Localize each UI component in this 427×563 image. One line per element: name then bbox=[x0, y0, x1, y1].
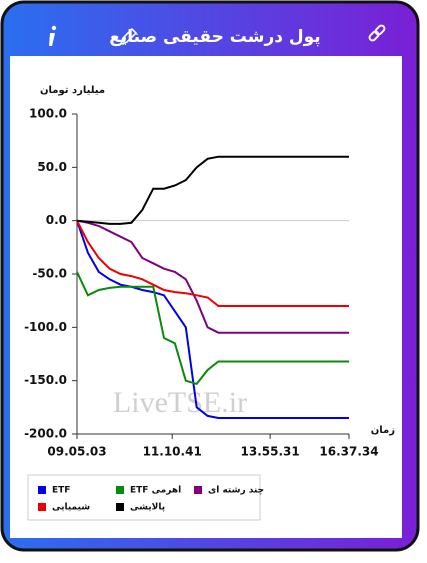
legend-label: چند رشته ای bbox=[208, 486, 264, 496]
info-icon[interactable] bbox=[49, 25, 57, 46]
y-tick-label: 0.0 bbox=[46, 213, 67, 227]
y-tick-label: -200.0 bbox=[24, 427, 67, 441]
legend-swatch bbox=[116, 486, 124, 494]
legend-swatch bbox=[38, 486, 46, 494]
series-line bbox=[76, 155, 349, 225]
series-line bbox=[76, 220, 349, 419]
legend-swatch bbox=[194, 486, 202, 494]
x-axis-label: زمان bbox=[371, 425, 395, 436]
legend-label: پالایشی bbox=[130, 503, 165, 513]
link-icon[interactable] bbox=[368, 24, 386, 42]
legend-box bbox=[27, 474, 261, 521]
y-tick-label: -150.0 bbox=[24, 373, 67, 387]
x-tick-label: 13.55.31 bbox=[241, 445, 300, 459]
legend-label: شیمیایی bbox=[52, 503, 90, 513]
y-tick-label: -100.0 bbox=[24, 320, 67, 334]
x-tick-label: 11.10.41 bbox=[143, 445, 202, 459]
y-axis-label: میلیارد تومان bbox=[40, 85, 105, 96]
watermark: LiveTSE.ir bbox=[113, 386, 247, 419]
x-tick-label: 09.05.03 bbox=[47, 445, 106, 459]
legend-label: ETF اهرمی bbox=[130, 486, 181, 496]
y-tick-label: -50.0 bbox=[32, 267, 67, 281]
legend-label: ETF bbox=[52, 486, 70, 496]
legend-swatch bbox=[38, 503, 46, 511]
edit-icon[interactable] bbox=[119, 27, 138, 46]
header-title: پول درشت حقیقی صنایع bbox=[109, 27, 320, 47]
series-line bbox=[76, 219, 349, 334]
y-tick-label: 50.0 bbox=[37, 160, 67, 174]
x-tick-label: 16.37.34 bbox=[319, 445, 378, 459]
series-line bbox=[76, 220, 349, 307]
y-tick-label: 100.0 bbox=[29, 107, 67, 121]
series-line bbox=[76, 271, 349, 386]
legend-swatch bbox=[116, 503, 124, 511]
